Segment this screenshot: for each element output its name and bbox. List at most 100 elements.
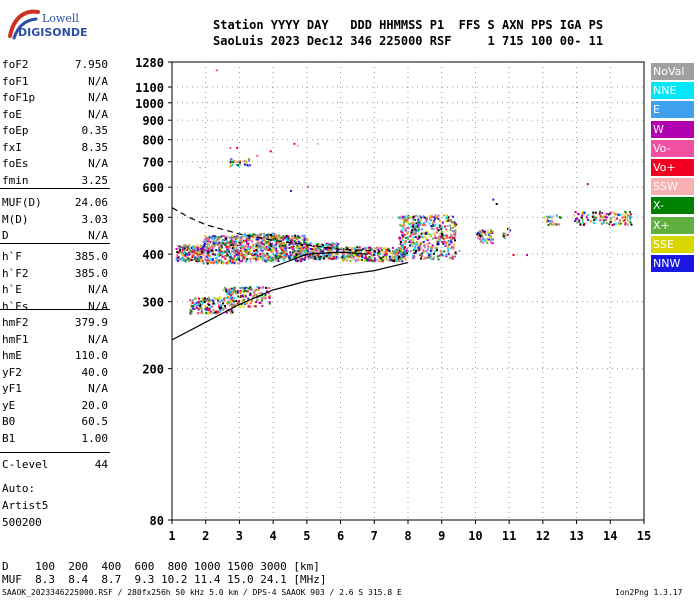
echo-point xyxy=(243,298,246,301)
echo-point xyxy=(421,228,423,231)
x-tick-label: 2 xyxy=(202,529,209,543)
echo-point xyxy=(356,246,359,249)
echo-point xyxy=(300,247,303,250)
echo-point xyxy=(238,251,241,254)
echo-point xyxy=(257,235,260,238)
echo-point xyxy=(294,234,297,237)
echo-point xyxy=(313,249,316,252)
echo-point xyxy=(300,236,303,238)
echo-point xyxy=(207,247,210,250)
echo-point xyxy=(353,252,356,255)
echo-point xyxy=(301,238,304,241)
echo-point xyxy=(261,239,264,242)
echo-point xyxy=(479,238,482,240)
echo-point xyxy=(592,213,595,216)
echo-point xyxy=(204,235,207,238)
echo-point xyxy=(235,237,238,240)
echo-point xyxy=(476,234,479,237)
y-tick-label: 1000 xyxy=(135,97,164,111)
echo-point xyxy=(289,238,292,241)
echo-point xyxy=(253,233,256,236)
echo-point xyxy=(274,239,276,242)
x-tick-label: 12 xyxy=(536,529,550,543)
echo-point xyxy=(212,302,215,305)
echo-point xyxy=(202,247,205,250)
echo-point xyxy=(240,300,243,303)
echo-point xyxy=(243,253,245,256)
param-row: foE N/A xyxy=(2,108,108,124)
echo-point xyxy=(191,250,193,253)
echo-point xyxy=(492,198,495,201)
echo-point xyxy=(268,234,271,237)
echo-point xyxy=(256,253,259,256)
echo-point xyxy=(257,292,260,295)
echo-point xyxy=(385,249,388,252)
echo-point xyxy=(231,247,234,250)
echo-point xyxy=(222,307,225,310)
echo-point xyxy=(340,246,343,249)
echo-point xyxy=(310,249,313,252)
echo-point xyxy=(211,259,214,262)
echo-point xyxy=(304,256,307,259)
echo-point xyxy=(426,243,429,245)
echo-point xyxy=(311,253,314,256)
echo-point xyxy=(346,247,349,250)
echo-point xyxy=(342,252,345,255)
echo-point xyxy=(241,236,244,239)
echo-point xyxy=(215,259,218,262)
echo-point xyxy=(438,235,441,238)
echo-point xyxy=(385,257,388,260)
echo-point xyxy=(414,228,417,231)
echo-point xyxy=(558,223,561,226)
echo-point xyxy=(305,242,308,245)
echo-point xyxy=(418,245,421,248)
echo-point xyxy=(317,250,320,253)
echo-point xyxy=(239,253,242,256)
echo-point xyxy=(227,262,230,265)
echo-point xyxy=(195,259,198,262)
echo-point xyxy=(250,246,253,249)
echo-point xyxy=(621,216,624,219)
param-row: hmF1 N/A xyxy=(2,333,108,349)
echo-point xyxy=(200,259,203,262)
echo-point xyxy=(241,256,244,259)
echo-point xyxy=(430,258,433,260)
echo-point xyxy=(423,224,426,227)
echo-point xyxy=(265,286,268,289)
legend-item: Vo+ xyxy=(651,159,694,176)
echo-point xyxy=(293,259,296,261)
echo-point xyxy=(276,250,279,253)
x-tick-label: 10 xyxy=(468,529,482,543)
echo-point xyxy=(293,256,296,258)
echo-point xyxy=(190,310,193,313)
echo-point xyxy=(355,253,358,256)
echo-point xyxy=(191,256,194,259)
echo-point xyxy=(246,244,248,247)
echo-point xyxy=(272,238,275,241)
x-tick-label: 15 xyxy=(637,529,651,543)
echo-point xyxy=(194,246,197,249)
echo-point xyxy=(417,228,420,231)
echo-point xyxy=(274,248,277,251)
echo-point xyxy=(271,259,274,262)
echo-point xyxy=(274,256,277,259)
echo-point xyxy=(230,292,233,295)
echo-point xyxy=(283,254,286,256)
echo-point xyxy=(200,257,203,260)
echo-point xyxy=(326,243,329,245)
echo-point xyxy=(489,231,492,234)
echo-point xyxy=(231,235,234,238)
x-tick-label: 6 xyxy=(337,529,344,543)
echo-point xyxy=(506,233,509,236)
echo-point xyxy=(252,244,255,246)
echo-point xyxy=(303,258,306,261)
echo-point xyxy=(410,232,413,235)
echo-point xyxy=(404,258,407,261)
echo-point xyxy=(414,224,417,227)
echo-point xyxy=(241,294,244,297)
echo-point xyxy=(232,305,234,308)
echo-point xyxy=(324,248,327,251)
echo-point xyxy=(218,251,221,254)
echo-point xyxy=(579,223,582,226)
echo-point xyxy=(270,234,272,236)
